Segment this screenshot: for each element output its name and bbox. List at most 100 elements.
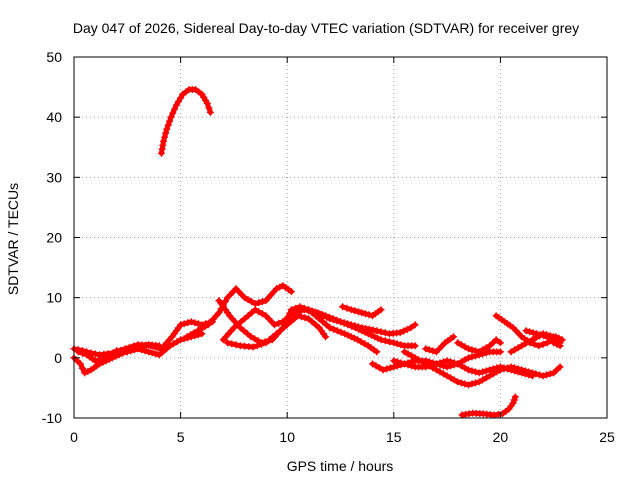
data-point-marker xyxy=(533,330,541,338)
data-point-marker xyxy=(347,333,355,341)
data-point-marker xyxy=(155,342,163,350)
data-point-marker xyxy=(400,360,408,368)
data-point-marker xyxy=(377,328,385,336)
data-point-marker xyxy=(255,299,263,307)
data-point-marker xyxy=(258,340,266,348)
data-point-marker xyxy=(479,376,487,384)
data-point-marker xyxy=(164,121,172,129)
data-point-marker xyxy=(425,362,433,370)
data-point-marker xyxy=(194,327,202,335)
data-point-marker xyxy=(436,359,444,367)
data-point-marker xyxy=(215,309,223,317)
data-point-marker xyxy=(167,113,175,121)
data-point-marker xyxy=(190,329,198,337)
data-point-marker xyxy=(540,332,548,340)
data-point-marker xyxy=(443,357,451,365)
data-point-marker xyxy=(397,341,405,349)
data-point-marker xyxy=(130,346,138,354)
data-point-marker xyxy=(205,104,213,112)
data-point-marker xyxy=(351,324,359,332)
y-axis-label: SDTVAR / TECUs xyxy=(5,183,21,295)
data-point-marker xyxy=(518,369,526,377)
data-point-marker xyxy=(526,328,534,336)
data-point-marker xyxy=(161,133,169,141)
data-point-marker xyxy=(163,125,171,133)
data-point-marker xyxy=(141,347,149,355)
y-tick-label: 0 xyxy=(54,350,62,366)
data-point-marker xyxy=(311,308,319,316)
data-point-marker xyxy=(422,363,430,371)
data-point-marker xyxy=(343,304,351,312)
data-point-marker xyxy=(290,309,298,317)
data-point-marker xyxy=(479,346,487,354)
data-point-marker xyxy=(339,303,347,311)
data-point-marker xyxy=(368,360,376,368)
data-point-marker xyxy=(171,105,179,113)
data-point-marker xyxy=(369,326,377,334)
data-point-marker xyxy=(390,363,398,371)
data-point-marker xyxy=(106,351,114,359)
data-point-marker xyxy=(275,319,283,327)
data-point-marker xyxy=(318,311,326,319)
data-point-marker xyxy=(492,336,500,344)
data-point-marker xyxy=(553,366,561,374)
data-point-marker xyxy=(357,338,365,346)
data-point-marker xyxy=(329,315,337,323)
data-point-marker xyxy=(454,378,462,386)
data-point-marker xyxy=(253,342,261,350)
data-point-marker xyxy=(400,327,408,335)
data-point-marker xyxy=(464,354,472,362)
data-point-marker xyxy=(337,318,344,326)
data-point-marker xyxy=(183,333,191,341)
data-point-marker xyxy=(166,117,174,125)
data-point-marker xyxy=(95,356,103,364)
data-point-marker xyxy=(230,324,238,332)
data-point-marker xyxy=(489,365,497,373)
data-point-marker xyxy=(493,364,501,372)
data-point-marker xyxy=(273,330,281,338)
data-point-marker xyxy=(102,354,110,362)
data-point-marker xyxy=(350,334,358,342)
data-point-marker xyxy=(187,331,195,339)
data-point-marker xyxy=(531,340,539,348)
data-point-marker xyxy=(461,364,469,372)
data-point-marker xyxy=(301,314,309,322)
data-point-marker xyxy=(415,356,423,364)
data-point-marker xyxy=(461,380,469,388)
x-tick-label: 15 xyxy=(386,429,402,445)
data-point-marker xyxy=(475,369,483,377)
data-point-marker xyxy=(319,318,327,326)
data-point-marker xyxy=(396,329,404,337)
data-point-marker xyxy=(404,361,412,369)
data-point-marker xyxy=(386,364,394,372)
data-point-marker xyxy=(390,357,398,365)
data-point-marker xyxy=(351,307,359,315)
data-point-marker xyxy=(511,346,519,354)
data-point-marker xyxy=(365,311,373,319)
data-point-marker xyxy=(201,323,209,331)
data-point-marker xyxy=(482,374,490,382)
data-point-marker xyxy=(322,321,330,329)
data-point-marker xyxy=(282,315,290,323)
data-point-marker xyxy=(177,94,185,102)
data-point-marker xyxy=(457,362,465,370)
data-point-marker xyxy=(425,346,433,354)
data-point-marker xyxy=(312,321,320,329)
data-point-marker xyxy=(364,330,372,338)
data-point-marker xyxy=(404,350,412,358)
x-tick-label: 10 xyxy=(279,429,295,445)
data-point-marker xyxy=(521,340,529,348)
y-tick-label: -10 xyxy=(42,410,62,426)
data-point-marker xyxy=(454,360,462,368)
data-point-marker xyxy=(79,349,87,357)
data-point-marker xyxy=(528,372,536,380)
data-point-marker xyxy=(482,367,490,375)
series-arc-high xyxy=(157,85,214,157)
data-point-marker xyxy=(160,137,168,145)
data-point-marker xyxy=(496,363,504,371)
data-point-marker xyxy=(529,329,537,337)
data-point-marker xyxy=(443,372,451,380)
data-point-marker xyxy=(536,331,544,339)
data-point-marker xyxy=(276,327,284,335)
